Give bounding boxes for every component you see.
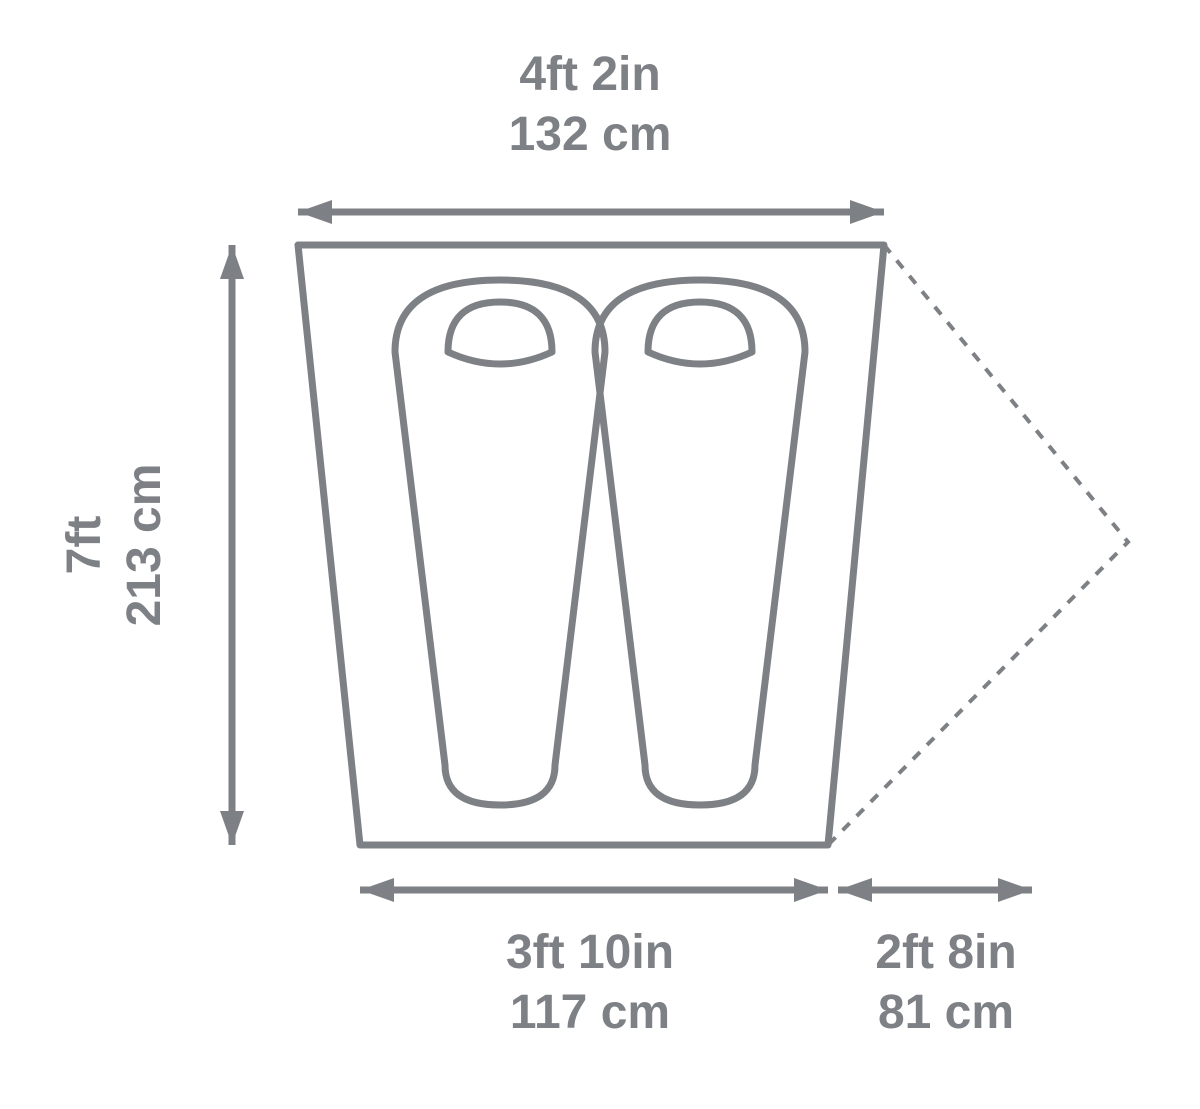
label-top-width: 4ft 2in 132 cm	[509, 48, 672, 161]
label-top-width-metric: 132 cm	[509, 108, 672, 161]
dimension-arrow-bottom-floor	[360, 878, 828, 902]
sleeping-bag-left	[395, 280, 605, 805]
label-top-width-imperial: 4ft 2in	[519, 48, 660, 101]
label-bottom-width: 3ft 10in 117 cm	[506, 926, 674, 1039]
dimension-arrow-left	[220, 245, 244, 845]
tent-floor-outline	[298, 245, 884, 845]
label-length-metric: 213 cm	[118, 464, 171, 627]
sleeping-bag-right	[595, 280, 805, 805]
label-length: 7ft213 cm	[58, 464, 171, 627]
dimension-arrow-top	[298, 200, 884, 224]
dimension-arrow-bottom-vestibule	[838, 878, 1032, 902]
label-length-imperial: 7ft	[58, 516, 111, 575]
label-vestibule-imperial: 2ft 8in	[875, 926, 1016, 979]
label-bottom-width-imperial: 3ft 10in	[506, 926, 674, 979]
label-vestibule: 2ft 8in 81 cm	[875, 926, 1016, 1039]
label-vestibule-metric: 81 cm	[878, 986, 1014, 1039]
label-bottom-width-metric: 117 cm	[510, 986, 670, 1039]
